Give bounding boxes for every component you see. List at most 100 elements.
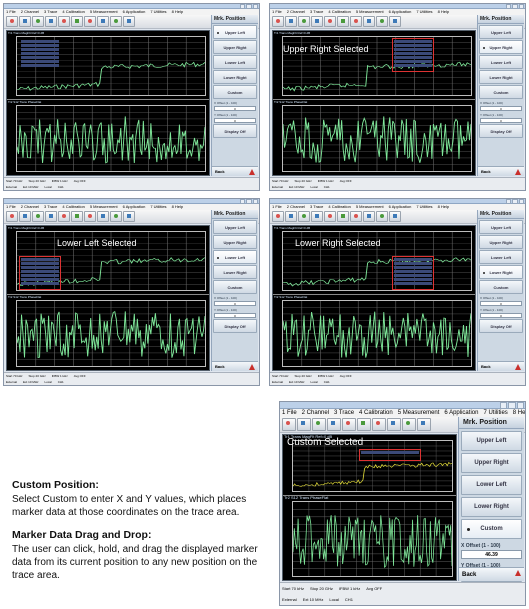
x-offset-input[interactable]: 0 [214,301,256,306]
channel-icon[interactable] [363,16,375,27]
menu-item[interactable]: 5 Measurement [89,9,118,14]
display-off-button[interactable]: Display Off [213,319,257,333]
menu-item[interactable]: 1 File [282,410,297,416]
menu-item[interactable]: 6 Application [388,204,412,209]
zoom-icon[interactable] [285,16,297,27]
menu-item[interactable]: 7 Utilities [483,410,508,416]
position-button[interactable]: Lower Right [479,265,523,279]
position-button[interactable]: Custom [479,280,523,294]
menu-item[interactable]: 3 Trace [44,9,58,14]
trace-icon[interactable] [337,16,349,27]
menu-item[interactable]: 2 Channel [286,204,306,209]
close-icon[interactable] [252,4,258,9]
marker-data-box[interactable] [19,256,61,290]
position-button[interactable]: Upper Left [479,220,523,234]
menu-item[interactable]: 8 Help [512,410,526,416]
menu-item[interactable]: 2 Channel [301,410,330,416]
calibrate-icon[interactable] [324,211,336,222]
menu-item[interactable]: 3 Trace [44,204,58,209]
position-button[interactable]: Upper Left [461,431,522,451]
undo-icon[interactable] [6,211,18,222]
position-button[interactable]: Lower Left [479,55,523,69]
trace-icon[interactable] [71,16,83,27]
menu-item[interactable]: 6 Application [122,9,146,14]
minimize-icon[interactable] [240,199,246,204]
undo-icon[interactable] [272,211,284,222]
marker-data-box[interactable] [392,38,434,72]
close-icon[interactable] [516,402,524,409]
channel-icon[interactable] [97,211,109,222]
y-offset-input[interactable]: 0 [480,313,522,318]
marker-data-box[interactable] [19,38,61,72]
position-button[interactable]: Upper Left [479,25,523,39]
meas-icon[interactable] [110,211,122,222]
scale-icon[interactable] [311,16,323,27]
menu-item[interactable]: 8 Help [437,204,450,209]
close-icon[interactable] [252,199,258,204]
menu-item[interactable]: 3 Trace [310,204,324,209]
trace-1-window[interactable]: Tr1 Trans MagFlt Ref=0 dB Upper Right Se… [273,31,475,101]
x-offset-input[interactable]: 0 [214,106,256,111]
trace-1-window[interactable]: Tr1 Trans MagFlt Ref=0 dB [7,31,209,101]
minimize-icon[interactable] [500,402,508,409]
meas-icon[interactable] [402,418,416,431]
trace-2-window[interactable]: Tr2 S12 Trans PhaseFlat [7,295,209,370]
maximize-icon[interactable] [512,4,518,9]
trace-2-window[interactable]: Tr2 S12 Trans PhaseFlat [7,100,209,175]
calibrate-icon[interactable] [58,211,70,222]
marker-icon[interactable] [32,16,44,27]
menu-item[interactable]: 8 Help [171,9,184,14]
zoom-icon[interactable] [285,211,297,222]
trace-2-plot[interactable] [16,105,206,172]
display-off-button[interactable]: Display Off [479,319,523,333]
trace-1-plot[interactable] [292,440,453,492]
menu-item[interactable]: 2 Channel [20,9,40,14]
marker-icon[interactable] [312,418,326,431]
menu-item[interactable]: 3 Trace [310,9,324,14]
x-offset-input[interactable]: 0 [480,301,522,306]
position-button[interactable]: Upper Right [479,235,523,249]
maximize-icon[interactable] [508,402,516,409]
position-button[interactable]: Upper Right [479,40,523,54]
display-off-button[interactable]: Display Off [213,124,257,138]
x-offset-input[interactable]: 0 [480,106,522,111]
undo-icon[interactable] [272,16,284,27]
trace-icon[interactable] [337,211,349,222]
minimize-icon[interactable] [506,4,512,9]
trace-2-window[interactable]: Tr2 S12 Trans PhaseFlat [283,495,456,580]
scale-icon[interactable] [45,16,57,27]
position-button[interactable]: Upper Left [213,25,257,39]
trace-2-plot[interactable] [282,300,472,367]
menu-item[interactable]: 7 Utilities [416,204,433,209]
meas-icon[interactable] [376,211,388,222]
help-icon[interactable] [389,211,401,222]
trace-area[interactable]: Tr1 Trans MagFlt Ref=0 dB Lower Right Se… [272,225,476,371]
position-button[interactable]: Upper Left [213,220,257,234]
help-icon[interactable] [123,211,135,222]
maximize-icon[interactable] [246,4,252,9]
marker-data-box[interactable] [392,256,434,290]
position-button[interactable]: Custom [479,85,523,99]
help-icon[interactable] [123,16,135,27]
display-off-button[interactable]: Display Off [479,124,523,138]
trace-area[interactable]: Tr1 Trans MagFlt Ref=0 dB Tr2 S12 Trans … [6,30,210,176]
menu-item[interactable]: 1 File [272,204,282,209]
menu-item[interactable]: 6 Application [388,9,412,14]
menu-item[interactable]: 4 Calibration [328,9,351,14]
zoom-icon[interactable] [297,418,311,431]
trace-2-plot[interactable] [16,300,206,367]
menu-item[interactable]: 1 File [272,9,282,14]
marker-data-box[interactable] [359,449,421,461]
undo-icon[interactable] [6,16,18,27]
position-button[interactable]: Lower Left [213,250,257,264]
back-button[interactable]: Back [478,361,524,371]
position-button[interactable]: Lower Left [479,250,523,264]
meas-icon[interactable] [110,16,122,27]
position-button[interactable]: Custom [461,519,522,539]
menu-item[interactable]: 5 Measurement [89,204,118,209]
position-button[interactable]: Lower Right [461,497,522,517]
display-icon[interactable] [350,16,362,27]
menu-item[interactable]: 5 Measurement [355,9,384,14]
menu-item[interactable]: 4 Calibration [62,204,85,209]
scale-icon[interactable] [311,211,323,222]
